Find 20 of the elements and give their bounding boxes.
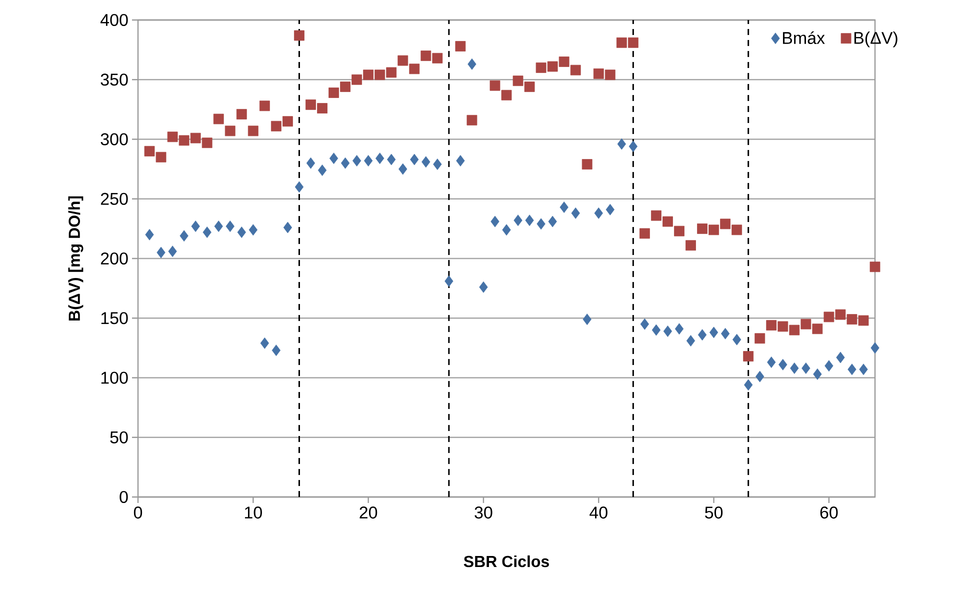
legend-label: Bmáx bbox=[782, 31, 825, 44]
y-tick-label: 0 bbox=[120, 490, 128, 504]
y-tick-label: 350 bbox=[100, 74, 128, 86]
x-tick-label: 0 bbox=[134, 506, 142, 519]
y-tick-label: 150 bbox=[101, 312, 128, 324]
legend-label: B(ΔV) bbox=[854, 31, 898, 48]
y-tick-label: 100 bbox=[101, 372, 128, 384]
x-tick-label: 30 bbox=[474, 506, 492, 519]
y-axis-title: B(ΔV) [mg DO/h] bbox=[68, 196, 84, 321]
y-tick-label: 250 bbox=[100, 192, 128, 205]
x-tick-label: 20 bbox=[360, 506, 378, 519]
x-tick-label: 60 bbox=[820, 506, 838, 519]
x-tick-label: 40 bbox=[590, 506, 608, 519]
x-tick-label: 10 bbox=[245, 506, 262, 519]
x-tick-label: 50 bbox=[705, 506, 723, 519]
y-tick-label: 200 bbox=[100, 252, 128, 265]
y-tick-label: 300 bbox=[100, 133, 128, 146]
y-tick-label: 400 bbox=[100, 14, 128, 26]
y-tick-label: 50 bbox=[110, 431, 128, 444]
x-axis-title: SBR Ciclos bbox=[464, 555, 549, 568]
